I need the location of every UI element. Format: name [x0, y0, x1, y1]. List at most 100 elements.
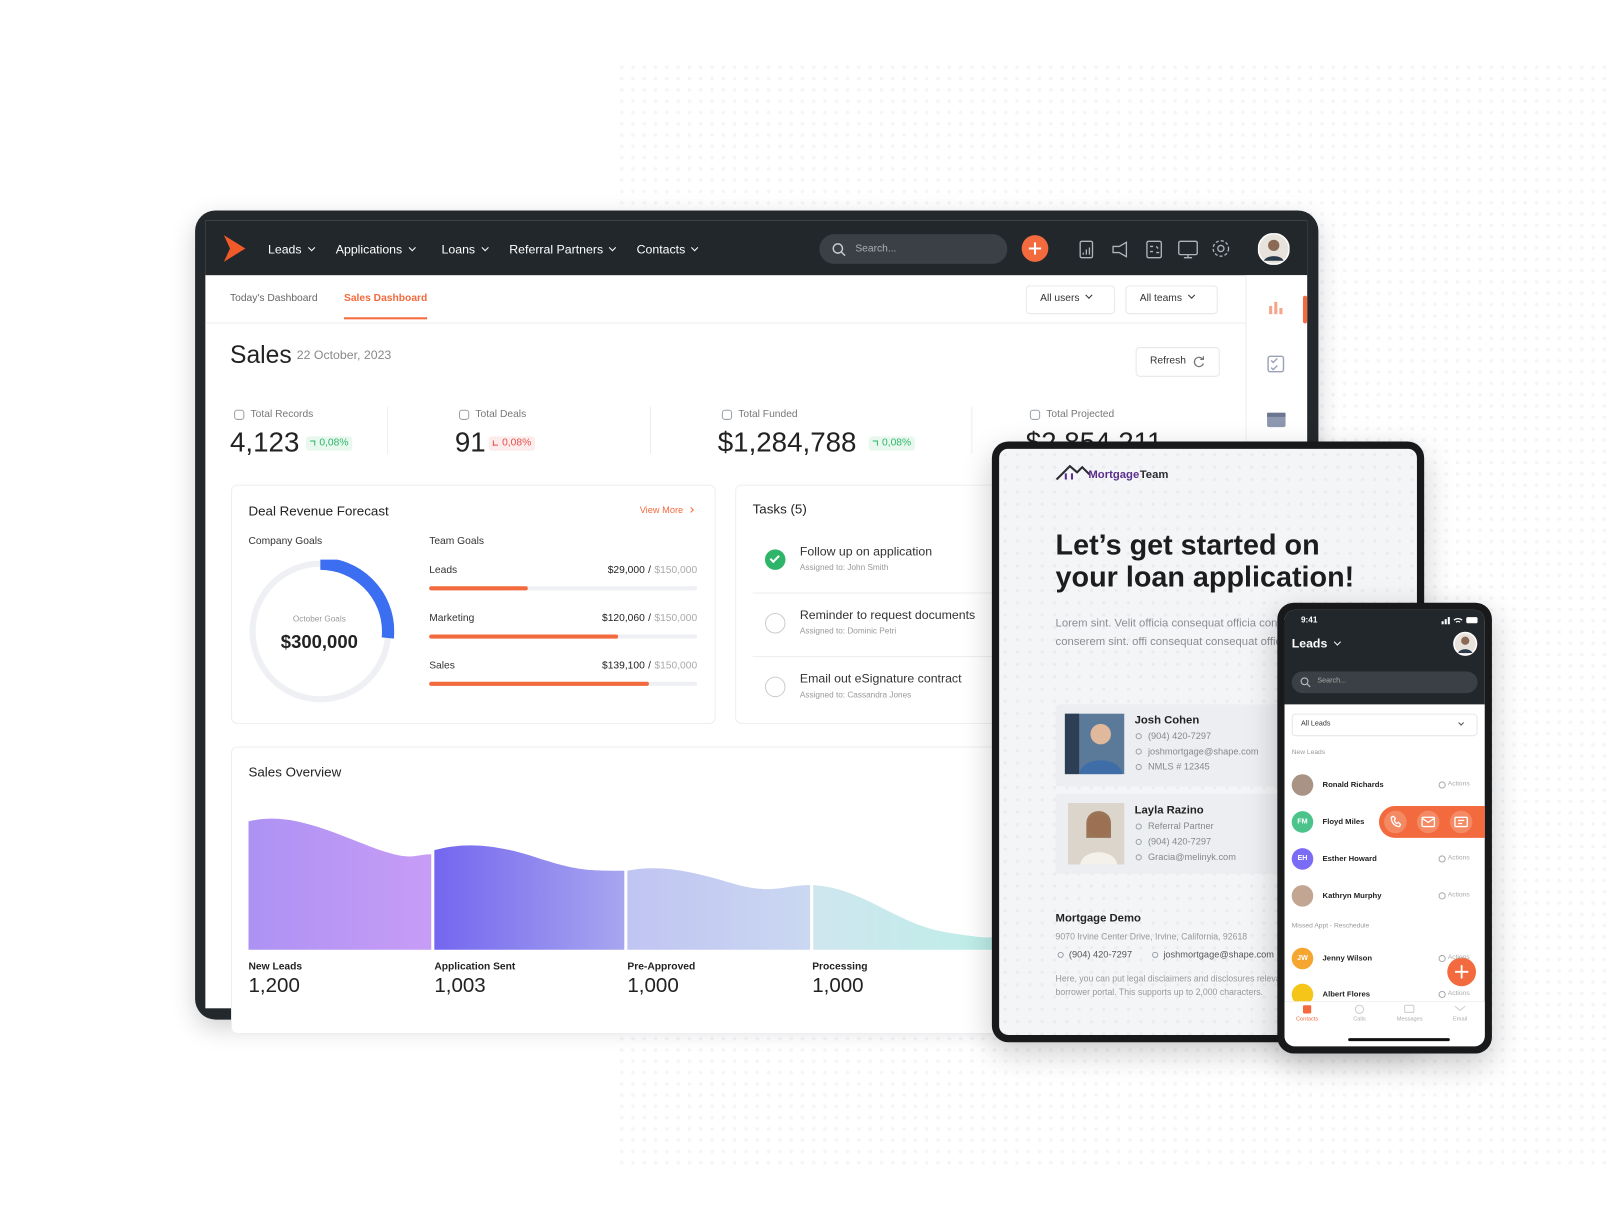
user-avatar[interactable]: [1257, 233, 1290, 265]
nav-item: Referral Partners: [509, 242, 615, 257]
actions-icon: [1438, 954, 1446, 962]
goal-current: $29,000: [607, 564, 645, 577]
stat-label: Total Funded: [738, 408, 798, 420]
stat-label: Total Records: [250, 408, 314, 420]
lead-actions: Actions: [1447, 953, 1470, 962]
goal-target: $150,000: [654, 564, 698, 577]
filter-label: All users: [1040, 293, 1092, 305]
phone-avatar[interactable]: [1453, 631, 1478, 656]
goal-current: $139,100: [601, 660, 645, 672]
lead-filter-label: All Leads: [1300, 720, 1331, 728]
goal-separator: /: [648, 564, 651, 577]
card-title: Tasks (5): [752, 501, 807, 517]
icon: [1057, 951, 1064, 958]
task-done[interactable]: [764, 549, 786, 570]
nav-item: Contacts: [637, 242, 698, 257]
tab-bar-border: [205, 322, 1246, 324]
goal-name: Leads: [429, 564, 458, 577]
lead-filter[interactable]: [1291, 713, 1478, 737]
lead-name: Ronald Richards: [1322, 779, 1384, 790]
lead-avatar: [1291, 848, 1314, 870]
lead-avatar: [1291, 774, 1314, 796]
nav-item: Applications: [336, 242, 415, 257]
lead-actions: Actions: [1447, 989, 1470, 998]
stat-label: Total Deals: [475, 408, 527, 420]
lead-avatar: [1291, 811, 1314, 833]
search-icon: [1300, 677, 1311, 688]
toolbar-icons[interactable]: [1074, 238, 1238, 261]
add-button[interactable]: [1021, 234, 1050, 263]
task-title: Reminder to request documents: [799, 607, 976, 623]
stage-name: New Leads: [248, 961, 303, 973]
nav-item: Leads: [268, 242, 314, 257]
lead-initials: JW: [1297, 954, 1308, 962]
icon: [1135, 763, 1142, 771]
contact-detail: (904) 420-7297: [1147, 730, 1212, 741]
goal-name: Marketing: [429, 612, 475, 624]
icon: [1135, 838, 1142, 846]
goal-track: [429, 586, 698, 591]
status-time: 9:41: [1300, 615, 1318, 625]
company-phone: (904) 420-7297: [1068, 949, 1133, 960]
sidebar-icons[interactable]: [1265, 298, 1288, 431]
contact-photo: [1064, 713, 1125, 775]
tab: Today's Dashboard: [230, 292, 318, 304]
actions-icon: [1438, 780, 1446, 789]
goal-target: $150,000: [654, 612, 698, 624]
refresh-label: Refresh: [1150, 355, 1186, 367]
lead-initials: EH: [1297, 854, 1308, 862]
brand-name: Mortgage: [1088, 468, 1140, 481]
phone-search[interactable]: [1291, 671, 1478, 694]
tasks-card: [735, 484, 1044, 724]
task-checkbox[interactable]: [764, 612, 786, 634]
section-title: New Leads: [1291, 748, 1326, 756]
search-placeholder: Search...: [855, 243, 897, 255]
phone-tab: Calls: [1353, 1016, 1366, 1023]
stat-change: 0,08%: [868, 436, 916, 451]
lead-name: Esther Howard: [1322, 853, 1377, 864]
goal-separator: /: [648, 660, 651, 672]
active-tab-underline: [343, 317, 428, 320]
icon: [1135, 748, 1142, 755]
stage-value: 1,200: [248, 974, 300, 998]
company-address: 9070 Irvine Center Drive, Irvine, Califo…: [1055, 931, 1248, 942]
brand-logo: [1055, 464, 1091, 481]
icon: [234, 409, 245, 420]
stage-name: Pre-Approved: [627, 961, 696, 973]
view-more-link[interactable]: View More: [640, 505, 694, 516]
portal-intro: Lorem sint. Velit officia consequat offi…: [1055, 617, 1344, 648]
status-icons: [1441, 617, 1478, 625]
section-label: Company Goals: [248, 535, 323, 548]
tab-icons[interactable]: [1296, 1003, 1473, 1015]
fab-add[interactable]: [1446, 956, 1478, 988]
search-box[interactable]: [819, 234, 1008, 264]
actions-icon: [1438, 854, 1446, 862]
phone-tab: Contacts: [1295, 1016, 1319, 1023]
goal-name: Sales: [429, 660, 455, 672]
lead-name: Albert Flores: [1322, 989, 1371, 999]
goal-fill: [429, 681, 649, 686]
contact-detail: NMLS # 12345: [1147, 761, 1210, 772]
company-email: joshmortgage@shape.com: [1163, 949, 1274, 960]
filter-users[interactable]: [1025, 285, 1116, 315]
swipe-icons[interactable]: [1382, 808, 1485, 836]
sidebar-indicator: [1302, 295, 1308, 324]
lead-actions: Actions: [1447, 854, 1470, 862]
refresh-button[interactable]: [1135, 347, 1220, 377]
goal-fill: [429, 586, 528, 591]
stage-value: 1,000: [627, 974, 679, 998]
filter-teams[interactable]: [1125, 285, 1218, 315]
stat-value: 4,123: [230, 426, 300, 458]
home-indicator: [1348, 1038, 1450, 1042]
task-checkbox[interactable]: [764, 676, 786, 698]
portal-heading: your loan application!: [1055, 560, 1355, 593]
sales-funnel-area: [248, 818, 999, 950]
stat-divider: [649, 406, 651, 454]
contact-detail: (904) 420-7297: [1147, 836, 1212, 847]
page-title: Sales: [230, 341, 292, 370]
lead-actions: Actions: [1447, 891, 1470, 899]
stat-divider: [387, 406, 389, 454]
icon: [458, 409, 470, 420]
contact-detail: joshmortgage@shape.com: [1147, 746, 1259, 757]
